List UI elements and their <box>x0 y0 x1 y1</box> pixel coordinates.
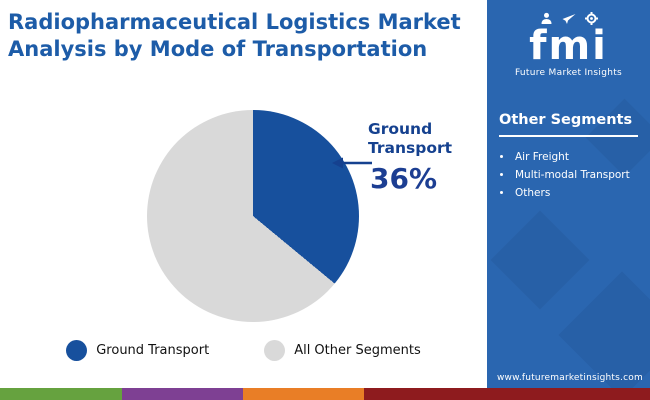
logo-tagline: Future Market Insights <box>514 68 623 78</box>
decorative-diamond <box>558 271 650 388</box>
plane-icon <box>562 13 575 24</box>
list-item: Others <box>513 185 638 203</box>
logo-wordmark: fmi <box>529 23 608 69</box>
fmi-logo: fmi Future Market Insights <box>487 0 650 78</box>
website-url: www.futuremarketinsights.com <box>497 373 643 383</box>
bottom-color-bar <box>0 388 650 400</box>
callout-slice-label: Ground Transport <box>368 120 453 158</box>
pie-chart <box>147 110 359 322</box>
callout-arrow-icon <box>332 157 372 169</box>
gear-icon <box>584 11 598 25</box>
color-bar-segment-orange <box>243 388 364 400</box>
legend-item-ground-transport: Ground Transport <box>66 340 209 361</box>
legend-label: Ground Transport <box>96 343 210 358</box>
legend-item-all-other-segments: All Other Segments <box>264 340 421 361</box>
chart-legend: Ground Transport All Other Segments <box>0 340 487 361</box>
legend-swatch-blue <box>66 340 88 361</box>
page-title-line1: Radiopharmaceutical Logistics Market <box>8 10 461 34</box>
color-bar-segment-purple <box>122 388 243 400</box>
sidebar-heading: Other Segments <box>499 112 638 137</box>
page-title-line2: Analysis by Mode of Transportation <box>8 37 428 62</box>
header: Radiopharmaceutical Logistics Market Ana… <box>0 0 487 88</box>
legend-swatch-gray <box>264 340 286 361</box>
legend-label: All Other Segments <box>294 343 421 358</box>
decorative-diamond <box>490 210 590 310</box>
sidebar-segment-list: Air Freight Multi-modal Transport Others <box>513 149 638 203</box>
person-icon <box>541 12 551 24</box>
list-item: Multi-modal Transport <box>513 167 638 185</box>
callout-slice-value: 36% <box>370 162 438 195</box>
logo-icons-row <box>487 10 650 26</box>
color-bar-segment-maroon <box>364 388 650 400</box>
color-bar-segment-green <box>0 388 122 400</box>
list-item: Air Freight <box>513 149 638 167</box>
sidebar: fmi Future Market Insights Other Segment… <box>487 0 650 388</box>
